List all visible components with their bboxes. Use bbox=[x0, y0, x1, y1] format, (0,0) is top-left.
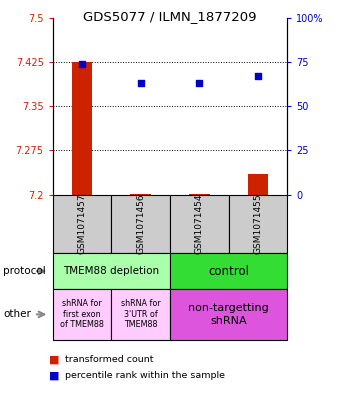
Text: ■: ■ bbox=[49, 354, 60, 365]
Text: non-targetting
shRNA: non-targetting shRNA bbox=[188, 303, 269, 325]
Bar bbox=[72, 62, 92, 195]
Text: GDS5077 / ILMN_1877209: GDS5077 / ILMN_1877209 bbox=[83, 10, 257, 23]
Text: GSM1071456: GSM1071456 bbox=[136, 194, 145, 254]
Point bbox=[197, 80, 202, 86]
Text: protocol: protocol bbox=[3, 266, 46, 276]
Bar bbox=[248, 174, 268, 195]
Text: TMEM88 depletion: TMEM88 depletion bbox=[63, 266, 159, 276]
Bar bbox=[189, 194, 209, 195]
Bar bbox=[131, 194, 151, 195]
Point bbox=[79, 61, 85, 67]
Text: control: control bbox=[208, 264, 249, 278]
Text: GSM1071457: GSM1071457 bbox=[78, 194, 86, 254]
Text: GSM1071455: GSM1071455 bbox=[254, 194, 262, 254]
Text: percentile rank within the sample: percentile rank within the sample bbox=[65, 371, 225, 380]
Text: transformed count: transformed count bbox=[65, 355, 153, 364]
Text: ■: ■ bbox=[49, 370, 60, 380]
Point bbox=[138, 80, 143, 86]
Text: other: other bbox=[3, 309, 31, 320]
Text: GSM1071454: GSM1071454 bbox=[195, 194, 204, 254]
Text: shRNA for
first exon
of TMEM88: shRNA for first exon of TMEM88 bbox=[60, 299, 104, 329]
Point bbox=[255, 73, 261, 79]
Text: shRNA for
3'UTR of
TMEM88: shRNA for 3'UTR of TMEM88 bbox=[121, 299, 160, 329]
